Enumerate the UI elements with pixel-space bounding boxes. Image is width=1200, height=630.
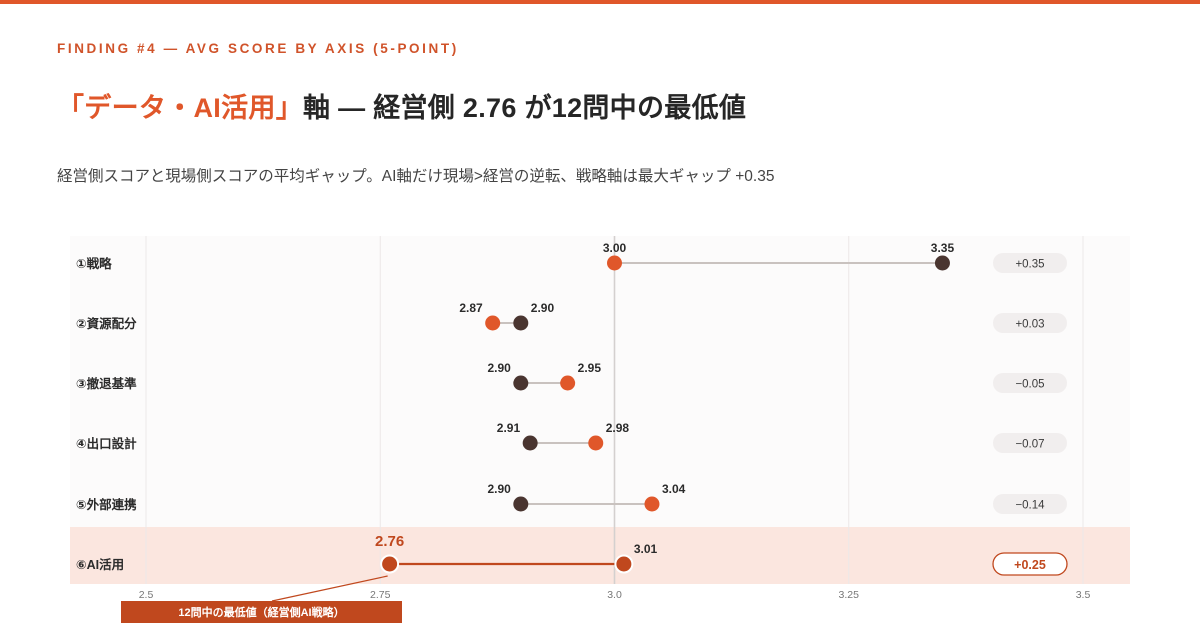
value-label: 2.87 [459,301,483,315]
page-subtitle: 経営側スコアと現場側スコアの平均ギャップ。AI軸だけ現場>経営の逆転、戦略軸は最… [57,168,775,185]
gap-pill-label: +0.25 [1014,558,1046,572]
callout-box [121,601,402,623]
value-label: 2.91 [497,421,521,435]
gap-pill [993,313,1067,333]
gap-pill [992,552,1068,576]
row-label: ⑥AI活用 [76,557,124,572]
gap-pill [993,373,1067,393]
row-label: ③撤退基準 [76,376,137,391]
orange-point [380,554,400,574]
value-label: 2.90 [487,361,511,375]
dark-point [513,315,529,331]
value-label: 3.01 [634,542,658,556]
value-label: 2.90 [487,482,511,496]
row-label: ④出口設計 [76,436,137,451]
top-accent-bar [0,0,1200,4]
x-tick-label: 2.5 [139,589,154,601]
orange-point [644,496,660,512]
x-tick-label: 2.75 [370,589,391,601]
dark-point [934,255,950,271]
x-tick-label: 3.0 [607,589,622,601]
value-label: 2.98 [606,421,630,435]
title-rest: 軸 — 経営側 2.76 が12問中の最低値 [303,93,747,123]
callout-leader [271,575,388,602]
orange-point [588,435,604,451]
gap-pill [993,253,1067,273]
value-label: 2.90 [531,301,555,315]
dark-point [513,496,529,512]
gap-pill [993,494,1067,514]
value-label: 3.00 [603,241,627,255]
value-label: 2.76 [375,533,404,550]
dark-point [522,435,538,451]
gap-pill-label: +0.03 [1015,319,1044,331]
row-label: ①戦略 [76,256,112,271]
callout-label: 12問中の最低値（経営側AI戦略） [178,605,344,619]
value-label: 3.35 [931,241,955,255]
x-tick-label: 3.25 [839,589,860,601]
value-label: 3.04 [662,482,686,496]
highlight-band [70,527,1130,584]
x-tick-label: 3.5 [1076,589,1091,601]
orange-point [607,255,622,271]
plot-background [70,236,1130,584]
dark-point [614,554,634,574]
row-label: ⑤外部連携 [76,497,137,512]
eyebrow-label: FINDING #4 — AVG SCORE BY AXIS (5-POINT) [57,41,459,56]
title-accent: 「データ・AI活用」 [57,93,303,123]
value-label: 2.95 [578,361,602,375]
gap-pill-label: −0.07 [1015,439,1044,451]
dark-point [513,375,529,391]
gap-pill [993,433,1067,453]
row-label: ②資源配分 [76,316,137,331]
gap-pill-label: −0.14 [1015,500,1045,512]
orange-point [485,315,501,331]
gap-pill-label: +0.35 [1015,259,1044,271]
page-title: 「データ・AI活用」軸 — 経営側 2.76 が12問中の最低値 [57,86,746,125]
gap-pill-label: −0.05 [1015,379,1044,391]
orange-point [560,375,576,391]
